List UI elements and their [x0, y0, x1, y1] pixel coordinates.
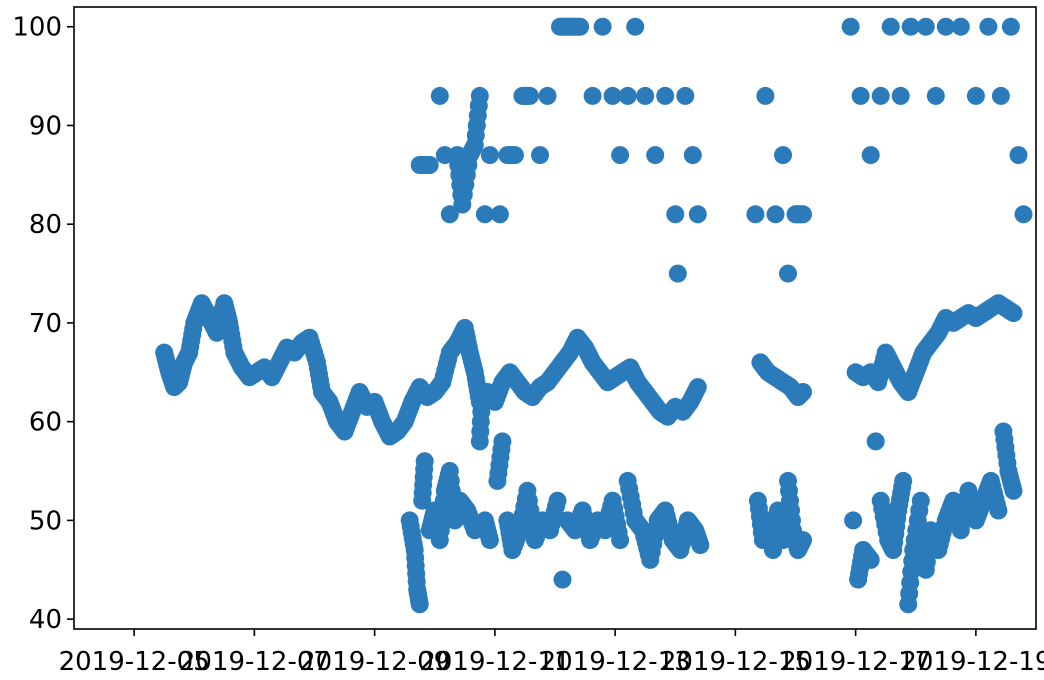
y-tick-label: 60	[29, 408, 62, 438]
data-point-fill	[792, 205, 811, 224]
data-points	[155, 17, 1033, 614]
data-point-fill	[547, 497, 565, 516]
data-point	[756, 86, 775, 105]
data-point	[779, 264, 797, 283]
data-point-fill	[687, 381, 706, 400]
data-point	[746, 205, 765, 224]
data-point	[871, 86, 890, 105]
y-axis: 40 50 60 70 80 90 100	[12, 13, 74, 635]
data-point	[841, 17, 860, 36]
data-point	[618, 86, 637, 105]
data-point	[480, 146, 499, 165]
data-point-fill	[569, 17, 587, 36]
data-point	[901, 17, 920, 36]
x-axis: 2019-12-052019-12-072019-12-092019-12-11…	[59, 629, 1044, 677]
y-tick-label: 50	[29, 506, 62, 536]
data-point-fill	[519, 86, 538, 105]
data-point	[683, 146, 702, 165]
data-point	[688, 205, 707, 224]
data-point-fill	[910, 501, 929, 520]
data-point	[490, 205, 509, 224]
data-point	[926, 86, 945, 105]
data-point-fill	[1003, 477, 1022, 496]
data-point-fill	[504, 146, 523, 165]
data-point	[611, 146, 630, 165]
data-point-fill	[888, 509, 907, 528]
data-point	[979, 17, 998, 36]
data-point	[881, 17, 900, 36]
data-point-fill	[469, 96, 488, 115]
data-point	[430, 86, 449, 105]
data-point	[1014, 205, 1033, 224]
data-point	[656, 86, 675, 105]
data-point-fill	[472, 392, 491, 411]
x-tick-label: 2019-12-07	[179, 647, 330, 675]
data-point	[866, 432, 885, 451]
data-point	[475, 205, 494, 224]
data-point-fill	[418, 156, 437, 174]
x-tick-label: 2019-12-19	[900, 647, 1044, 675]
data-point-fill	[479, 527, 498, 546]
data-point	[861, 146, 880, 165]
data-point	[531, 146, 549, 165]
data-point	[440, 205, 459, 224]
y-tick-label: 100	[12, 13, 62, 43]
data-point	[851, 86, 870, 105]
data-point	[583, 86, 602, 105]
data-point	[646, 146, 665, 165]
data-point-fill	[793, 384, 811, 402]
data-point-fill	[893, 477, 912, 496]
data-point	[991, 86, 1010, 105]
data-point	[916, 17, 935, 36]
plot-frame	[73, 6, 1037, 630]
data-point-fill	[860, 548, 879, 567]
x-tick-label: 2019-12-15	[660, 647, 811, 675]
data-point	[666, 205, 685, 224]
data-point	[593, 17, 612, 36]
y-tick-label: 70	[29, 309, 62, 339]
y-tick-label: 80	[29, 210, 62, 240]
data-point	[636, 86, 655, 105]
x-tick-label: 2019-12-09	[299, 647, 450, 675]
x-tick-label: 2019-12-17	[780, 647, 931, 675]
data-point	[538, 86, 557, 105]
data-point-fill	[1002, 303, 1021, 322]
data-point	[1009, 146, 1028, 165]
data-point-fill	[783, 511, 801, 530]
data-point-fill	[987, 495, 1006, 514]
data-point	[774, 146, 792, 165]
data-point	[951, 17, 970, 36]
data-point	[603, 86, 622, 105]
data-point-fill	[609, 523, 628, 542]
data-point-fill	[492, 440, 511, 459]
x-tick-label: 2019-12-05	[59, 647, 210, 675]
data-point-fill	[415, 460, 434, 479]
data-point	[766, 205, 785, 224]
data-point	[891, 86, 910, 105]
x-tick-label: 2019-12-11	[419, 647, 570, 675]
data-point	[676, 86, 695, 105]
x-tick-label: 2019-12-13	[540, 647, 691, 675]
y-tick-label: 40	[29, 605, 62, 635]
data-point	[626, 17, 645, 36]
data-point	[553, 570, 572, 589]
data-point-fill	[690, 533, 709, 552]
data-point	[668, 264, 687, 283]
data-point	[435, 146, 454, 165]
data-point	[966, 86, 985, 105]
y-tick-label: 90	[29, 111, 62, 141]
data-point	[1001, 17, 1020, 36]
data-point-fill	[410, 592, 429, 611]
data-point-fill	[903, 551, 922, 570]
data-point-fill	[793, 533, 811, 552]
data-point-fill	[404, 535, 423, 554]
data-point	[844, 511, 863, 530]
data-point	[936, 17, 955, 36]
